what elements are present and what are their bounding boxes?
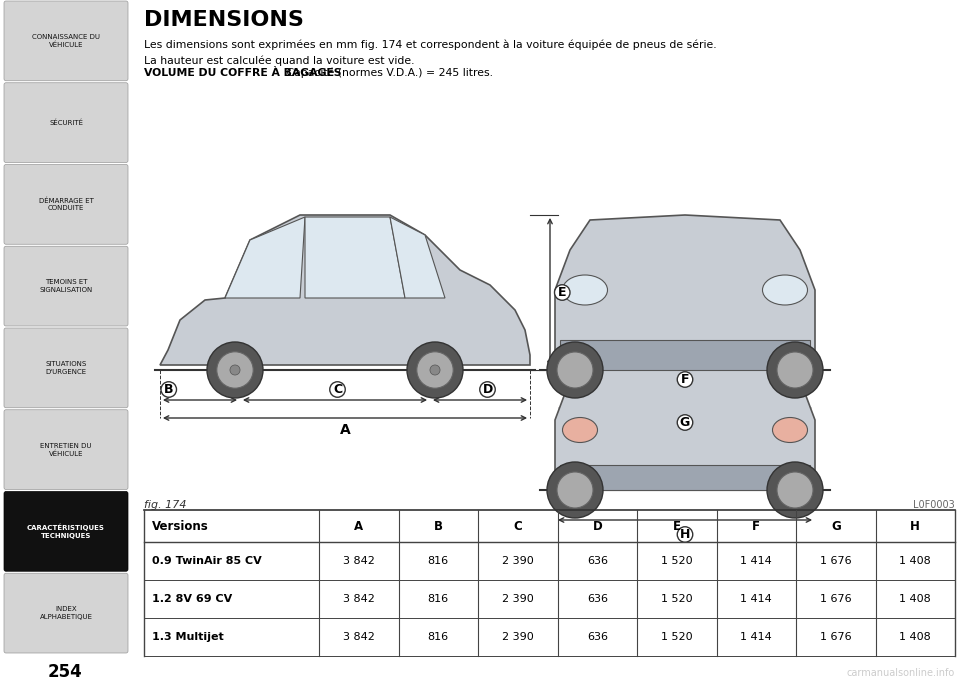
Text: A: A [340,423,350,437]
Bar [560,340,810,370]
Text: 636: 636 [587,594,608,604]
Circle shape [207,342,263,398]
Text: 636: 636 [587,632,608,642]
Text: B: B [434,519,443,532]
Circle shape [767,342,823,398]
Text: E: E [558,286,566,299]
Text: D: D [592,519,602,532]
Text: carmanualsonline.info: carmanualsonline.info [847,668,955,678]
Circle shape [430,365,440,375]
Polygon shape [555,215,815,370]
Text: 1 408: 1 408 [900,594,931,604]
Text: Capacité (normes V.D.A.) = 245 litres.: Capacité (normes V.D.A.) = 245 litres. [283,68,493,78]
Text: DIMENSIONS: DIMENSIONS [144,10,304,30]
Text: Versions: Versions [152,519,208,532]
Text: SITUATIONS
D'URGENCE: SITUATIONS D'URGENCE [45,361,86,375]
Text: L0F0003: L0F0003 [913,500,955,510]
Text: 3 842: 3 842 [343,632,374,642]
Text: 1 520: 1 520 [660,632,692,642]
Text: E: E [673,519,681,532]
Circle shape [547,462,603,518]
Text: 1 414: 1 414 [740,594,772,604]
Text: 1 408: 1 408 [900,632,931,642]
Ellipse shape [563,418,597,442]
FancyBboxPatch shape [4,83,128,163]
Text: A: A [354,519,363,532]
FancyBboxPatch shape [4,165,128,244]
Text: 3 842: 3 842 [343,556,374,566]
Text: 816: 816 [428,594,449,604]
Text: 1 408: 1 408 [900,556,931,566]
Text: CONNAISSANCE DU
VÉHICULE: CONNAISSANCE DU VÉHICULE [32,34,100,48]
Text: 3 842: 3 842 [343,594,374,604]
Text: 2 390: 2 390 [502,594,534,604]
Text: 1.3 Multijet: 1.3 Multijet [152,632,224,642]
Circle shape [217,352,253,388]
FancyBboxPatch shape [4,328,128,407]
Text: VOLUME DU COFFRE À BAGAGES: VOLUME DU COFFRE À BAGAGES [144,68,342,78]
Text: DÉMARRAGE ET
CONDUITE: DÉMARRAGE ET CONDUITE [38,198,93,211]
Text: C: C [514,519,522,532]
Text: 2 390: 2 390 [502,556,534,566]
Text: fig. 174: fig. 174 [144,500,186,510]
Text: F: F [753,519,760,532]
Text: 1 414: 1 414 [740,632,772,642]
Text: 1 520: 1 520 [660,556,692,566]
Circle shape [547,342,603,398]
Circle shape [407,342,463,398]
Text: G: G [830,519,841,532]
Text: SÉCURITÉ: SÉCURITÉ [49,119,83,126]
Ellipse shape [773,418,807,442]
Text: F: F [681,373,689,386]
Text: 0.9 TwinAir 85 CV: 0.9 TwinAir 85 CV [152,556,262,566]
Text: H: H [680,528,690,541]
Circle shape [557,352,593,388]
Polygon shape [390,217,445,298]
Text: La hauteur est calculée quand la voiture est vide.: La hauteur est calculée quand la voiture… [144,55,415,65]
Polygon shape [555,365,815,490]
Text: 636: 636 [587,556,608,566]
Polygon shape [160,215,530,365]
FancyBboxPatch shape [4,573,128,653]
Ellipse shape [762,275,807,305]
Text: 816: 816 [428,556,449,566]
Text: INDEX
ALPHABETIQUE: INDEX ALPHABETIQUE [39,606,92,620]
Circle shape [557,472,593,508]
Text: 1 676: 1 676 [820,632,852,642]
Text: 816: 816 [428,632,449,642]
FancyBboxPatch shape [4,1,128,81]
Ellipse shape [563,275,608,305]
Text: 1 676: 1 676 [820,594,852,604]
Circle shape [777,352,813,388]
Circle shape [417,352,453,388]
Text: C: C [333,383,342,396]
Circle shape [767,462,823,518]
Text: 1 414: 1 414 [740,556,772,566]
Text: B: B [164,383,174,396]
Text: CARACTÉRISTIQUES
TECHNIQUES: CARACTÉRISTIQUES TECHNIQUES [27,524,105,539]
Text: H: H [910,519,921,532]
Text: TEMOINS ET
SIGNALISATION: TEMOINS ET SIGNALISATION [39,279,92,293]
Circle shape [230,365,240,375]
Text: 1 520: 1 520 [660,594,692,604]
Text: 2 390: 2 390 [502,632,534,642]
Text: 254: 254 [48,663,83,681]
Text: G: G [680,416,690,429]
FancyBboxPatch shape [4,246,128,326]
Circle shape [777,472,813,508]
Text: 1.2 8V 69 CV: 1.2 8V 69 CV [152,594,232,604]
Text: ENTRETIEN DU
VÉHICULE: ENTRETIEN DU VÉHICULE [40,442,92,457]
FancyBboxPatch shape [4,491,128,571]
Polygon shape [225,217,305,298]
Polygon shape [305,217,405,298]
Text: Les dimensions sont exprimées en mm fig. 174 et correspondent à la voiture équip: Les dimensions sont exprimées en mm fig.… [144,40,716,51]
FancyBboxPatch shape [4,410,128,490]
Text: 1 676: 1 676 [820,556,852,566]
Text: D: D [482,383,492,396]
Bar [560,465,810,490]
